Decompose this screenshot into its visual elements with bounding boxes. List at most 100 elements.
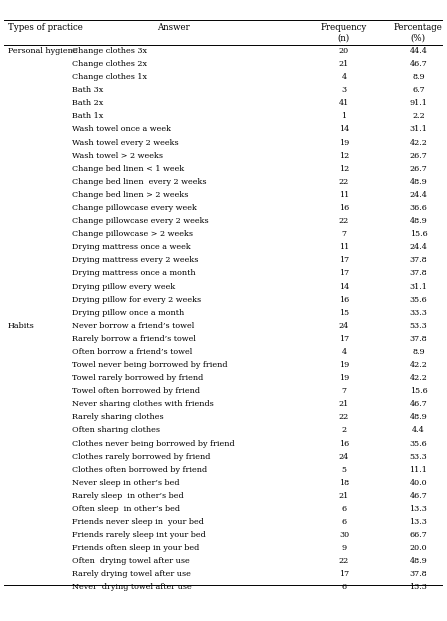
Text: 12: 12	[339, 165, 349, 173]
Text: 17: 17	[339, 270, 349, 278]
Text: Often sleep  in other’s bed: Often sleep in other’s bed	[72, 505, 181, 513]
Text: Change bed linen  every 2 weeks: Change bed linen every 2 weeks	[72, 178, 207, 186]
Text: Rarely borrow a friend’s towel: Rarely borrow a friend’s towel	[72, 335, 196, 343]
Text: 8.9: 8.9	[412, 348, 425, 356]
Text: Change bed linen < 1 week: Change bed linen < 1 week	[72, 165, 185, 173]
Text: 12: 12	[339, 152, 349, 160]
Text: 35.6: 35.6	[409, 440, 427, 448]
Text: Friends often sleep in your bed: Friends often sleep in your bed	[72, 544, 200, 552]
Text: Change clothes 1x: Change clothes 1x	[72, 73, 148, 81]
Text: Frequency
(n): Frequency (n)	[321, 22, 367, 42]
Text: 14: 14	[339, 283, 349, 291]
Text: 22: 22	[339, 414, 349, 422]
Text: 31.1: 31.1	[409, 283, 427, 291]
Text: Wash towel > 2 weeks: Wash towel > 2 weeks	[72, 152, 163, 160]
Text: Friends rarely sleep int your bed: Friends rarely sleep int your bed	[72, 531, 206, 539]
Text: 37.8: 37.8	[409, 270, 427, 278]
Text: 4.4: 4.4	[412, 427, 425, 435]
Text: Often sharing clothes: Often sharing clothes	[72, 427, 160, 435]
Text: Habits: Habits	[8, 322, 35, 330]
Text: 2: 2	[342, 427, 346, 435]
Text: Personal hygiene: Personal hygiene	[8, 47, 78, 55]
Text: Clothes rarely borrowed by friend: Clothes rarely borrowed by friend	[72, 453, 211, 461]
Text: Towel never being borrowed by friend: Towel never being borrowed by friend	[72, 361, 228, 369]
Text: 42.2: 42.2	[409, 138, 427, 147]
Text: 8.9: 8.9	[412, 73, 425, 81]
Text: 53.3: 53.3	[409, 322, 427, 330]
Text: 13.3: 13.3	[409, 505, 427, 513]
Text: Often  drying towel after use: Often drying towel after use	[72, 557, 190, 565]
Text: 24: 24	[339, 453, 349, 461]
Text: 7: 7	[342, 230, 346, 238]
Text: 91.1: 91.1	[409, 99, 427, 107]
Text: 48.9: 48.9	[409, 178, 427, 186]
Text: 22: 22	[339, 217, 349, 225]
Text: Drying pillow every week: Drying pillow every week	[72, 283, 176, 291]
Text: 11.1: 11.1	[409, 466, 427, 474]
Text: Never  drying towel after use: Never drying towel after use	[72, 584, 192, 591]
Text: Drying mattress once a month: Drying mattress once a month	[72, 270, 196, 278]
Text: Types of practice: Types of practice	[8, 22, 83, 32]
Text: Towel rarely borrowed by friend: Towel rarely borrowed by friend	[72, 374, 204, 382]
Text: 24: 24	[339, 322, 349, 330]
Text: 13.3: 13.3	[409, 584, 427, 591]
Text: Change clothes 2x: Change clothes 2x	[72, 60, 148, 68]
Text: 20.0: 20.0	[409, 544, 427, 552]
Text: 9: 9	[342, 544, 346, 552]
Text: 33.3: 33.3	[409, 309, 427, 317]
Text: Bath 3x: Bath 3x	[72, 86, 104, 94]
Text: 37.8: 37.8	[409, 335, 427, 343]
Text: 17: 17	[339, 570, 349, 578]
Text: 53.3: 53.3	[409, 453, 427, 461]
Text: 22: 22	[339, 178, 349, 186]
Text: 6: 6	[342, 584, 346, 591]
Text: Bath 2x: Bath 2x	[72, 99, 104, 107]
Text: 16: 16	[339, 440, 349, 448]
Text: Drying pillow for every 2 weeks: Drying pillow for every 2 weeks	[72, 296, 202, 304]
Text: 42.2: 42.2	[409, 361, 427, 369]
Text: 21: 21	[339, 60, 349, 68]
Text: 24.4: 24.4	[409, 191, 427, 199]
Text: 46.7: 46.7	[409, 492, 427, 500]
Text: Drying mattress once a week: Drying mattress once a week	[72, 243, 191, 252]
Text: 46.7: 46.7	[409, 401, 427, 408]
Text: Change pillowcase every 2 weeks: Change pillowcase every 2 weeks	[72, 217, 209, 225]
Text: 48.9: 48.9	[409, 557, 427, 565]
Text: 16: 16	[339, 296, 349, 304]
Text: 17: 17	[339, 335, 349, 343]
Text: Towel often borrowed by friend: Towel often borrowed by friend	[72, 387, 200, 395]
Text: 19: 19	[339, 138, 349, 147]
Text: Friends never sleep in  your bed: Friends never sleep in your bed	[72, 518, 204, 526]
Text: Rarely sleep  in other’s bed: Rarely sleep in other’s bed	[72, 492, 184, 500]
Text: Change clothes 3x: Change clothes 3x	[72, 47, 148, 55]
Text: 36.6: 36.6	[409, 204, 427, 212]
Text: Drying mattress every 2 weeks: Drying mattress every 2 weeks	[72, 256, 199, 265]
Text: 26.7: 26.7	[409, 152, 427, 160]
Text: 6.7: 6.7	[412, 86, 425, 94]
Text: 46.7: 46.7	[409, 60, 427, 68]
Text: 66.7: 66.7	[409, 531, 427, 539]
Text: 6: 6	[342, 505, 346, 513]
Text: 18: 18	[339, 479, 349, 487]
Text: Rarely sharing clothes: Rarely sharing clothes	[72, 414, 164, 422]
Text: Wash towel every 2 weeks: Wash towel every 2 weeks	[72, 138, 179, 147]
Text: 7: 7	[342, 387, 346, 395]
Text: 6: 6	[342, 518, 346, 526]
Text: Change bed linen > 2 weeks: Change bed linen > 2 weeks	[72, 191, 189, 199]
Text: Change pillowcase > 2 weeks: Change pillowcase > 2 weeks	[72, 230, 194, 238]
Text: 42.2: 42.2	[409, 374, 427, 382]
Text: 30: 30	[339, 531, 349, 539]
Text: 21: 21	[339, 492, 349, 500]
Text: Bath 1x: Bath 1x	[72, 112, 104, 120]
Text: 26.7: 26.7	[409, 165, 427, 173]
Text: 40.0: 40.0	[409, 479, 427, 487]
Text: Never sleep in other’s bed: Never sleep in other’s bed	[72, 479, 180, 487]
Text: Often borrow a friend’s towel: Often borrow a friend’s towel	[72, 348, 193, 356]
Text: Change pillowcase every week: Change pillowcase every week	[72, 204, 197, 212]
Text: 1: 1	[342, 112, 346, 120]
Text: 11: 11	[339, 191, 349, 199]
Text: Clothes never being borrowed by friend: Clothes never being borrowed by friend	[72, 440, 235, 448]
Text: 22: 22	[339, 557, 349, 565]
Text: 41: 41	[339, 99, 349, 107]
Text: 48.9: 48.9	[409, 414, 427, 422]
